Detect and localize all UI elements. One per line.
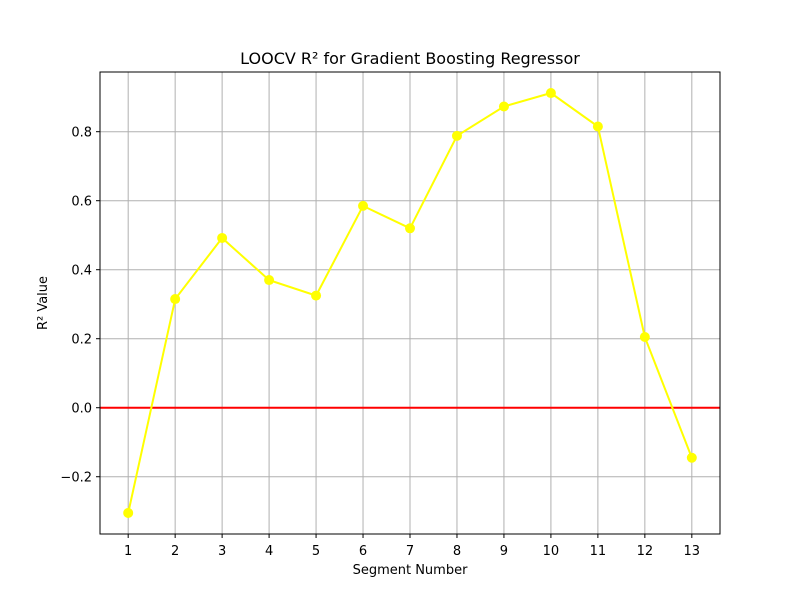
y-tick-label: −0.2: [60, 471, 92, 486]
x-tick-label: 2: [171, 544, 179, 559]
data-point: [405, 223, 415, 234]
x-tick-label: 11: [590, 544, 607, 559]
y-tick-label: 0.0: [71, 402, 92, 417]
chart-title: LOOCV R² for Gradient Boosting Regressor: [240, 49, 580, 68]
data-point: [592, 121, 603, 132]
data-point: [311, 290, 322, 301]
x-tick-label: 3: [218, 544, 226, 559]
x-tick-label: 6: [359, 544, 367, 559]
data-point: [123, 507, 134, 518]
x-tick-label: 5: [312, 544, 320, 559]
x-tick-label: 10: [543, 544, 560, 559]
x-tick-label: 1: [124, 544, 132, 559]
data-point: [358, 200, 369, 211]
data-point: [451, 130, 462, 141]
y-tick-label: 0.6: [71, 195, 92, 210]
data-point: [170, 294, 181, 305]
y-tick-label: 0.4: [71, 264, 92, 279]
x-axis-label: Segment Number: [353, 563, 469, 578]
y-axis-label: R² Value: [36, 276, 51, 330]
y-tick-label: 0.8: [71, 126, 92, 141]
y-axis-ticks: −0.2 0.0 0.2 0.4 0.6 0.8: [60, 126, 100, 486]
x-tick-label: 7: [406, 544, 414, 559]
data-point: [545, 88, 556, 99]
x-tick-label: 8: [453, 544, 461, 559]
data-point: [639, 331, 650, 342]
data-point: [686, 452, 697, 463]
x-tick-label: 13: [684, 544, 701, 559]
data-point: [217, 232, 228, 243]
series-layer: [123, 88, 697, 518]
y-tick-label: 0.2: [71, 333, 92, 348]
data-point: [264, 275, 275, 286]
x-tick-label: 12: [637, 544, 654, 559]
data-point: [498, 101, 509, 112]
x-axis-ticks: 1 2 3 4 5 6 7 8 9 10 11 12 13: [124, 534, 700, 559]
grid: [100, 72, 720, 534]
x-tick-label: 4: [265, 544, 273, 559]
x-tick-label: 9: [500, 544, 508, 559]
